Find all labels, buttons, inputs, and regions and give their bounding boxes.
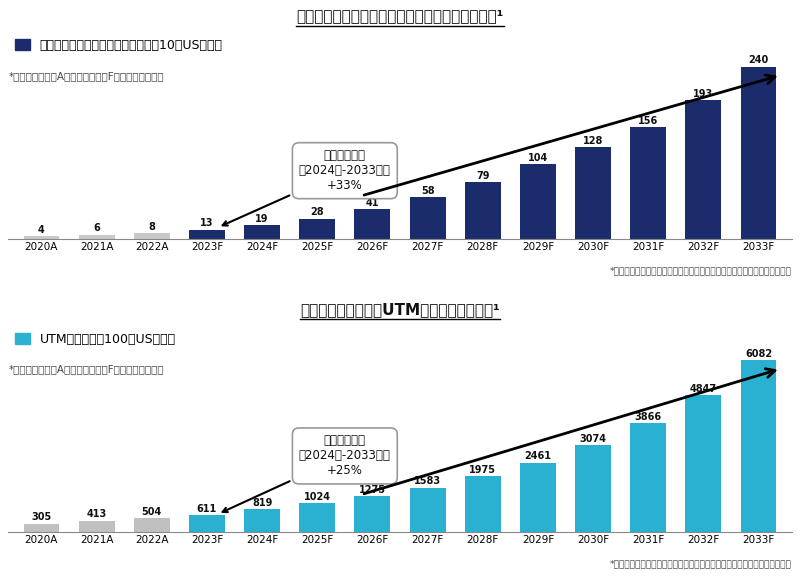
Text: 3866: 3866 bbox=[634, 411, 662, 422]
Bar bbox=[299, 219, 335, 239]
Bar bbox=[575, 445, 611, 532]
Bar bbox=[244, 225, 280, 239]
Text: 年平均成長率
（2024年-2033年）
+25%: 年平均成長率 （2024年-2033年） +25% bbox=[222, 434, 390, 512]
Text: 4847: 4847 bbox=[690, 384, 717, 394]
Bar bbox=[244, 509, 280, 532]
Bar bbox=[78, 521, 114, 532]
Text: 1583: 1583 bbox=[414, 476, 441, 486]
Text: 28: 28 bbox=[310, 207, 324, 217]
Legend: UTM市場規模（100万USドル）: UTM市場規模（100万USドル） bbox=[14, 333, 176, 346]
Bar bbox=[686, 395, 722, 532]
Text: 6082: 6082 bbox=[745, 348, 772, 359]
Bar bbox=[134, 518, 170, 532]
Text: *年数に記載の「A」は実績値、「F」は予測値を示す: *年数に記載の「A」は実績値、「F」は予測値を示す bbox=[8, 71, 164, 81]
Bar bbox=[741, 67, 777, 239]
Legend: ドローンソリューション市場規模（10億USドル）: ドローンソリューション市場規模（10億USドル） bbox=[14, 39, 222, 52]
Bar bbox=[686, 100, 722, 239]
Bar bbox=[575, 147, 611, 239]
Text: 6: 6 bbox=[94, 223, 100, 233]
Bar bbox=[299, 503, 335, 532]
Text: *年数に記載の「A」は実績値、「F」は予測値を示す: *年数に記載の「A」は実績値、「F」は予測値を示す bbox=[8, 364, 164, 374]
Text: 413: 413 bbox=[86, 509, 106, 520]
Bar bbox=[189, 515, 225, 532]
Bar bbox=[520, 164, 556, 239]
Text: 504: 504 bbox=[142, 507, 162, 517]
Text: 104: 104 bbox=[528, 153, 548, 163]
Text: 305: 305 bbox=[31, 513, 51, 522]
Text: 193: 193 bbox=[694, 89, 714, 99]
Bar bbox=[354, 497, 390, 532]
Bar bbox=[465, 476, 501, 532]
Bar bbox=[410, 488, 446, 532]
Text: 2461: 2461 bbox=[525, 452, 551, 461]
Text: 819: 819 bbox=[252, 498, 272, 508]
Text: 156: 156 bbox=[638, 116, 658, 126]
Text: 1975: 1975 bbox=[470, 465, 496, 475]
Text: 3074: 3074 bbox=[579, 434, 606, 444]
Text: 13: 13 bbox=[200, 218, 214, 228]
Text: 240: 240 bbox=[749, 55, 769, 65]
Bar bbox=[23, 236, 59, 239]
Bar bbox=[410, 197, 446, 239]
Text: *グラフは予測値であり、記載通りに推移することを保証するものではない: *グラフは予測値であり、記載通りに推移することを保証するものではない bbox=[610, 560, 792, 569]
Text: 128: 128 bbox=[583, 135, 603, 146]
Bar bbox=[134, 233, 170, 239]
Text: 年平均成長率
（2024年-2033年）
+33%: 年平均成長率 （2024年-2033年） +33% bbox=[222, 149, 390, 226]
Bar bbox=[630, 423, 666, 532]
Bar bbox=[78, 234, 114, 239]
Text: 1024: 1024 bbox=[304, 492, 330, 502]
Bar bbox=[741, 360, 777, 532]
Text: 41: 41 bbox=[366, 198, 379, 208]
Bar bbox=[354, 210, 390, 239]
Text: 19: 19 bbox=[255, 214, 269, 224]
Bar bbox=[189, 230, 225, 239]
Bar bbox=[520, 463, 556, 532]
Text: *グラフは予測値であり、記載通りに推移することを保証するものではない: *グラフは予測値であり、記載通りに推移することを保証するものではない bbox=[610, 266, 792, 275]
Title: ドローンソリューションビジネスは本格普及期へ¹: ドローンソリューションビジネスは本格普及期へ¹ bbox=[296, 8, 504, 24]
Text: 8: 8 bbox=[148, 222, 155, 232]
Text: 79: 79 bbox=[476, 171, 490, 181]
Text: 1275: 1275 bbox=[359, 485, 386, 495]
Text: 4: 4 bbox=[38, 225, 45, 234]
Text: 611: 611 bbox=[197, 504, 217, 514]
Bar bbox=[23, 524, 59, 532]
Bar bbox=[630, 127, 666, 239]
Bar bbox=[465, 182, 501, 239]
Title: 空域混雑化により、UTM市場も大幅に成長¹: 空域混雑化により、UTM市場も大幅に成長¹ bbox=[300, 302, 500, 317]
Text: 58: 58 bbox=[421, 186, 434, 196]
